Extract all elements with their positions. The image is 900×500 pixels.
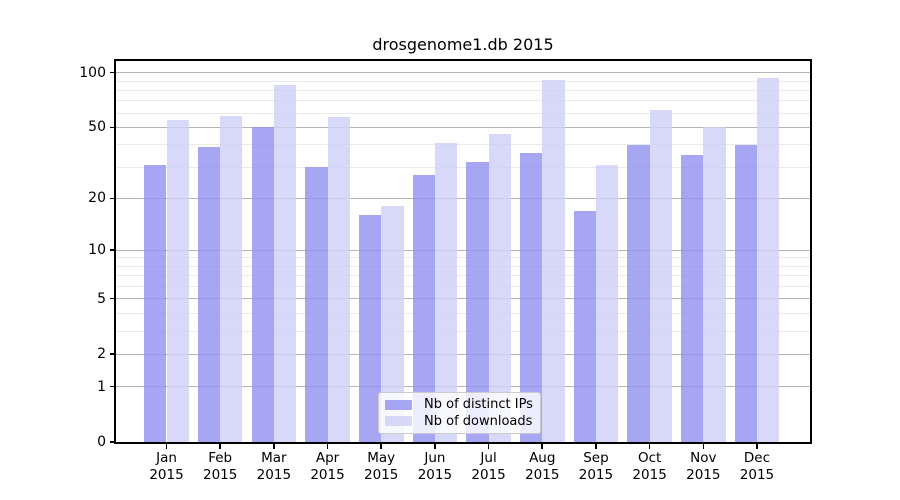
- bar-nb-of-downloads-may: [381, 206, 404, 442]
- bar-nb-of-downloads-jan: [166, 119, 189, 442]
- bar-nb-of-distinct-ips-sep: [573, 210, 596, 442]
- bar-nb-of-distinct-ips-nov: [681, 155, 704, 442]
- x-tick-label-may: May 2015: [364, 450, 399, 483]
- major-gridline-5: [115, 298, 811, 300]
- minor-gridline-70: [115, 100, 811, 102]
- x-tick-mark-aug: [541, 444, 544, 449]
- bar-nb-of-distinct-ips-apr: [305, 167, 328, 442]
- major-gridline-1: [115, 386, 811, 388]
- major-gridline-10: [115, 249, 811, 251]
- minor-gridline-8: [115, 265, 811, 267]
- y-tick-label-0: 0: [97, 434, 106, 450]
- x-tick-label-aug: Aug 2015: [525, 450, 560, 483]
- bar-nb-of-downloads-oct: [649, 110, 672, 442]
- x-tick-label-oct: Oct 2015: [632, 450, 667, 483]
- minor-gridline-7: [115, 275, 811, 277]
- y-tick-mark-2: [110, 353, 114, 355]
- bar-nb-of-distinct-ips-may: [358, 215, 382, 442]
- bar-nb-of-downloads-feb: [220, 115, 243, 442]
- bar-nb-of-downloads-jun: [434, 142, 458, 442]
- legend-label-downloads: Nb of downloads: [424, 413, 533, 429]
- legend-label-distinct-ips: Nb of distinct IPs: [424, 397, 533, 413]
- y-tick-label-20: 20: [88, 190, 106, 207]
- legend-row-distinct-ips: Nb of distinct IPs: [385, 397, 534, 412]
- bar-nb-of-downloads-apr: [327, 117, 350, 442]
- x-tick-mark-oct: [648, 444, 651, 449]
- x-tick-label-apr: Apr 2015: [310, 450, 345, 483]
- x-tick-label-mar: Mar 2015: [256, 450, 292, 483]
- legend-swatch-downloads: [385, 416, 412, 427]
- minor-gridline-3: [115, 330, 811, 332]
- bar-nb-of-downloads-mar: [273, 84, 297, 442]
- bar-nb-of-distinct-ips-oct: [627, 144, 650, 442]
- minor-gridline-90: [115, 80, 811, 82]
- y-tick-mark-5: [110, 297, 114, 300]
- x-tick-label-nov: Nov 2015: [686, 450, 721, 483]
- minor-gridline-80: [115, 89, 811, 91]
- bar-nb-of-distinct-ips-feb: [197, 146, 221, 442]
- x-tick-label-feb: Feb 2015: [202, 450, 238, 483]
- y-tick-label-1: 1: [97, 378, 106, 395]
- x-tick-label-jul: Jul 2015: [471, 450, 506, 483]
- y-tick-mark-20: [110, 197, 114, 200]
- y-tick-label-2: 2: [97, 346, 106, 363]
- bar-nb-of-distinct-ips-jun: [412, 175, 435, 442]
- legend-swatch-distinct-ips: [385, 399, 412, 410]
- bar-nb-of-downloads-sep: [595, 164, 619, 442]
- bar-nb-of-downloads-jul: [488, 133, 511, 442]
- bar-nb-of-downloads-nov: [703, 127, 726, 442]
- minor-gridline-30: [115, 166, 811, 168]
- x-tick-mark-apr: [326, 444, 329, 449]
- x-tick-label-jun: Jun 2015: [417, 450, 453, 483]
- x-tick-mark-may: [380, 444, 382, 449]
- x-tick-mark-jun: [434, 444, 436, 449]
- bar-nb-of-distinct-ips-jan: [144, 164, 167, 442]
- bar-nb-of-distinct-ips-aug: [519, 153, 543, 442]
- y-tick-mark-10: [110, 249, 114, 251]
- bar-nb-of-distinct-ips-dec: [734, 144, 757, 442]
- x-tick-mark-jul: [487, 444, 490, 449]
- x-tick-mark-sep: [595, 444, 597, 449]
- x-tick-mark-mar: [273, 444, 275, 449]
- x-tick-mark-dec: [756, 444, 758, 449]
- y-tick-label-10: 10: [88, 242, 106, 259]
- legend-row-downloads: Nb of downloads: [385, 414, 534, 429]
- major-gridline-20: [115, 197, 811, 199]
- y-tick-mark-0: [110, 441, 114, 443]
- y-tick-mark-100: [110, 71, 114, 74]
- minor-gridline-40: [115, 144, 811, 146]
- minor-gridline-4: [115, 312, 811, 314]
- bar-nb-of-downloads-dec: [756, 77, 780, 442]
- chart-title: drosgenome1.db 2015: [372, 35, 554, 54]
- x-tick-mark-jan: [165, 444, 168, 449]
- y-tick-mark-50: [110, 126, 114, 129]
- x-tick-label-jan: Jan 2015: [149, 450, 184, 483]
- minor-gridline-6: [115, 285, 811, 287]
- legend: Nb of distinct IPs Nb of downloads: [378, 392, 541, 434]
- y-tick-label-100: 100: [79, 64, 106, 81]
- major-gridline-100: [115, 72, 811, 74]
- minor-gridline-60: [115, 112, 811, 114]
- y-tick-mark-1: [110, 385, 114, 388]
- y-tick-label-5: 5: [97, 290, 106, 307]
- major-gridline-50: [115, 126, 811, 128]
- minor-gridline-9: [115, 257, 811, 259]
- x-tick-label-sep: Sep 2015: [578, 450, 614, 483]
- bar-nb-of-downloads-aug: [542, 80, 565, 442]
- x-tick-mark-feb: [219, 444, 221, 449]
- x-tick-label-dec: Dec 2015: [739, 450, 775, 483]
- major-gridline-2: [115, 353, 811, 355]
- y-tick-label-50: 50: [88, 119, 106, 136]
- x-tick-mark-nov: [702, 444, 705, 449]
- bar-nb-of-distinct-ips-jul: [466, 162, 489, 442]
- bar-nb-of-distinct-ips-mar: [251, 127, 274, 442]
